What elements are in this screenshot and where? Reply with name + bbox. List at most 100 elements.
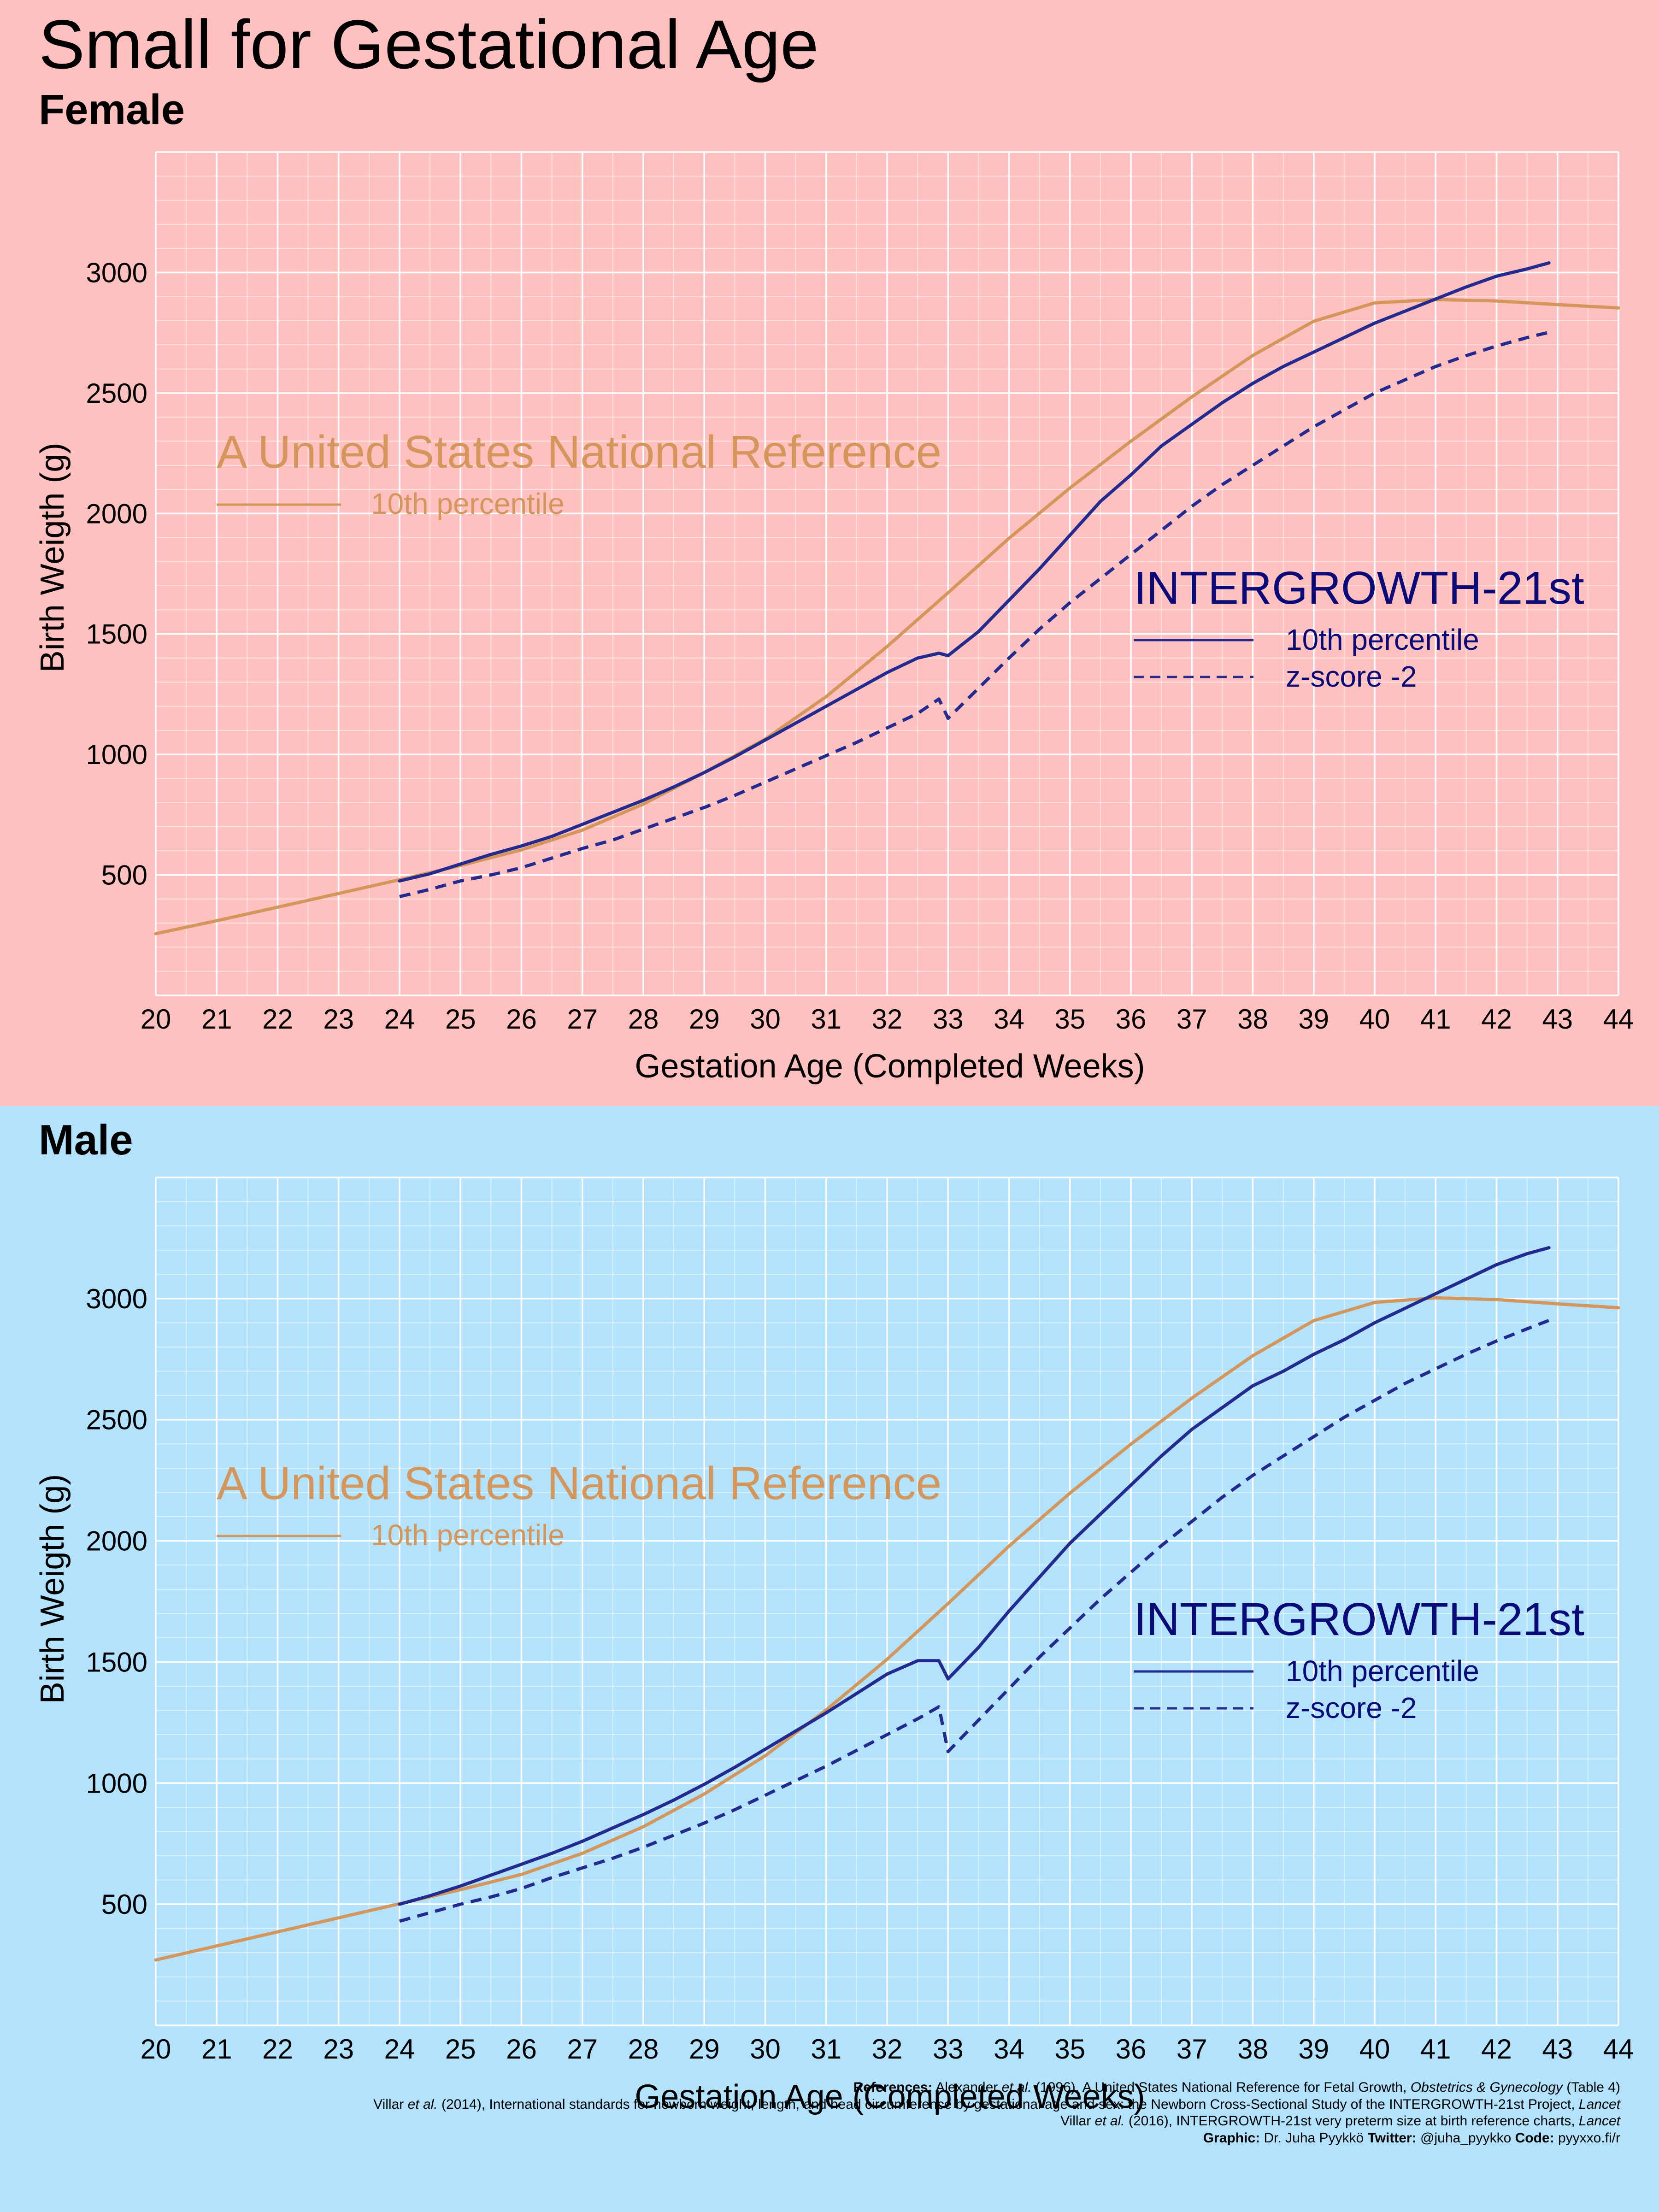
reference-line-2: Villar et al. (2014), International stan… — [35, 2096, 1620, 2113]
x-tick-label: 30 — [750, 1004, 781, 1035]
x-tick-label: 31 — [811, 1004, 841, 1035]
legend-ig-item-10th: 10th percentile — [1286, 1654, 1479, 1688]
x-tick-label: 35 — [1054, 2034, 1085, 2065]
x-tick-label: 43 — [1542, 2034, 1573, 2065]
graphic-label: Graphic: — [1203, 2130, 1260, 2146]
y-tick-labels: 500 1000 1500 2000 2500 3000 — [86, 1283, 147, 1920]
series-line-ig-10th — [398, 261, 1551, 883]
male-panel: 20 21 22 23 24 25 26 27 28 29 30 31 32 33 34 35 36 37 38 39… — [0, 1106, 1659, 2212]
twitter-handle[interactable]: @juha_pyykko — [1420, 2130, 1512, 2146]
x-tick-label: 21 — [201, 2034, 232, 2065]
x-tick-label: 26 — [506, 1004, 537, 1035]
legend-us: A United States National Reference 10th … — [217, 426, 941, 520]
y-tick-label: 3000 — [86, 1283, 147, 1314]
x-tick-label: 41 — [1420, 1004, 1451, 1035]
x-tick-label: 21 — [201, 1004, 232, 1035]
reference-2-etal: et al. — [407, 2096, 438, 2112]
code-label: Code: — [1515, 2130, 1554, 2146]
y-tick-labels: 500 1000 1500 2000 2500 3000 — [86, 257, 147, 890]
x-tick-label: 37 — [1177, 2034, 1207, 2065]
x-tick-label: 42 — [1481, 2034, 1512, 2065]
x-tick-label: 28 — [628, 1004, 659, 1035]
x-tick-label: 41 — [1420, 2034, 1451, 2065]
male-chart: 20 21 22 23 24 25 26 27 28 29 30 31 32 33 34 35 36 37 38 39… — [34, 1177, 1634, 2115]
series-layer — [154, 261, 1620, 935]
x-tick-label: 40 — [1359, 2034, 1390, 2065]
y-tick-label: 500 — [101, 1889, 147, 1920]
x-tick-label: 40 — [1359, 1004, 1390, 1035]
reference-1-tail: (Table 4) — [1566, 2080, 1620, 2095]
reference-line-3: Villar et al. (2016), INTERGROWTH-21st v… — [35, 2113, 1620, 2130]
y-tick-label: 3000 — [86, 257, 147, 288]
x-tick-label: 22 — [262, 2034, 293, 2065]
code-link[interactable]: pyyxxo.fi/r — [1558, 2130, 1620, 2146]
x-tick-label: 36 — [1116, 1004, 1147, 1035]
x-tick-label: 25 — [445, 2034, 476, 2065]
x-tick-label: 34 — [994, 1004, 1024, 1035]
x-tick-label: 43 — [1542, 1004, 1573, 1035]
female-panel-title: Female — [39, 86, 185, 133]
x-tick-label: 24 — [384, 1004, 415, 1035]
x-tick-label: 38 — [1237, 2034, 1268, 2065]
reference-1-author: Alexander — [935, 2080, 998, 2095]
y-tick-label: 2500 — [86, 378, 147, 409]
reference-3-text: (2016), INTERGROWTH-21st very preterm si… — [1128, 2113, 1575, 2129]
y-axis-label: Birth Weigth (g) — [34, 443, 71, 673]
x-tick-labels: 20 21 22 23 24 25 26 27 28 29 30 31 32 33 34 35 36 37 38 39… — [141, 1004, 1634, 1035]
legend-ig-title: INTERGROWTH-21st — [1134, 1594, 1584, 1645]
series-line-ig-zscore — [399, 330, 1550, 899]
legend-ig: INTERGROWTH-21st 10th percentile z-score… — [1134, 1594, 1584, 1724]
x-tick-label: 36 — [1116, 2034, 1147, 2065]
reference-3-journal: Lancet — [1578, 2113, 1620, 2129]
twitter-label: Twitter: — [1367, 2130, 1417, 2146]
x-axis-label: Gestation Age (Completed Weeks) — [635, 2078, 1145, 2115]
x-tick-label: 22 — [262, 1004, 293, 1035]
x-tick-label: 38 — [1237, 1004, 1268, 1035]
male-panel-title: Male — [39, 1117, 133, 1164]
y-tick-label: 500 — [101, 860, 147, 891]
series-line-ig-10th — [398, 1246, 1551, 1906]
x-tick-label: 32 — [872, 1004, 903, 1035]
legend-ig-item-zscore: z-score -2 — [1286, 1691, 1417, 1724]
x-tick-label: 27 — [567, 2034, 598, 2065]
x-tick-label: 39 — [1298, 1004, 1329, 1035]
credits-line: Graphic: Dr. Juha Pyykkö Twitter: @juha_… — [35, 2130, 1620, 2147]
series-layer — [154, 1246, 1620, 1962]
legend-ig: INTERGROWTH-21st 10th percentile z-score… — [1134, 562, 1584, 693]
x-tick-label: 33 — [933, 2034, 964, 2065]
x-tick-label: 30 — [750, 2034, 781, 2065]
reference-2-author: Villar — [373, 2096, 404, 2112]
reference-3-author: Villar — [1060, 2113, 1091, 2129]
x-axis-label: Gestation Age (Completed Weeks) — [635, 1048, 1145, 1085]
x-tick-label: 37 — [1177, 1004, 1207, 1035]
legend-ig-item-zscore: z-score -2 — [1286, 660, 1417, 693]
x-tick-label: 20 — [141, 1004, 171, 1035]
x-tick-label: 23 — [323, 1004, 354, 1035]
y-tick-label: 1000 — [86, 1768, 147, 1799]
major-gridlines — [155, 151, 1619, 996]
y-tick-label: 2000 — [86, 498, 147, 529]
legend-ig-item-10th: 10th percentile — [1286, 623, 1479, 656]
reference-2-journal: Lancet — [1578, 2096, 1620, 2112]
legend-us-item-10th: 10th percentile — [371, 487, 565, 520]
legend-ig-title: INTERGROWTH-21st — [1134, 562, 1584, 614]
x-tick-label: 34 — [994, 2034, 1024, 2065]
x-tick-label: 32 — [872, 2034, 903, 2065]
x-tick-label: 20 — [141, 2034, 171, 2065]
y-axis-label: Birth Weigth (g) — [34, 1474, 71, 1704]
page-title: Small for Gestational Age — [39, 6, 819, 83]
legend-us-item-10th: 10th percentile — [371, 1518, 565, 1552]
x-tick-label: 31 — [811, 2034, 841, 2065]
x-tick-labels: 20 21 22 23 24 25 26 27 28 29 30 31 32 33 34 35 36 37 38 39… — [141, 2034, 1634, 2065]
reference-1-text: (1996), A United States National Referen… — [1035, 2080, 1407, 2095]
x-tick-label: 26 — [506, 2034, 537, 2065]
reference-line-1: References: Alexander et al. (1996), A U… — [35, 2079, 1620, 2096]
x-tick-label: 27 — [567, 1004, 598, 1035]
references-label: References: — [853, 2080, 933, 2095]
reference-1-etal: et al. — [1001, 2080, 1032, 2095]
y-tick-label: 2500 — [86, 1405, 147, 1435]
x-tick-label: 44 — [1603, 2034, 1634, 2065]
x-tick-label: 25 — [445, 1004, 476, 1035]
y-tick-label: 1500 — [86, 619, 147, 650]
reference-2-text: (2014), International standards for newb… — [441, 2096, 1575, 2112]
